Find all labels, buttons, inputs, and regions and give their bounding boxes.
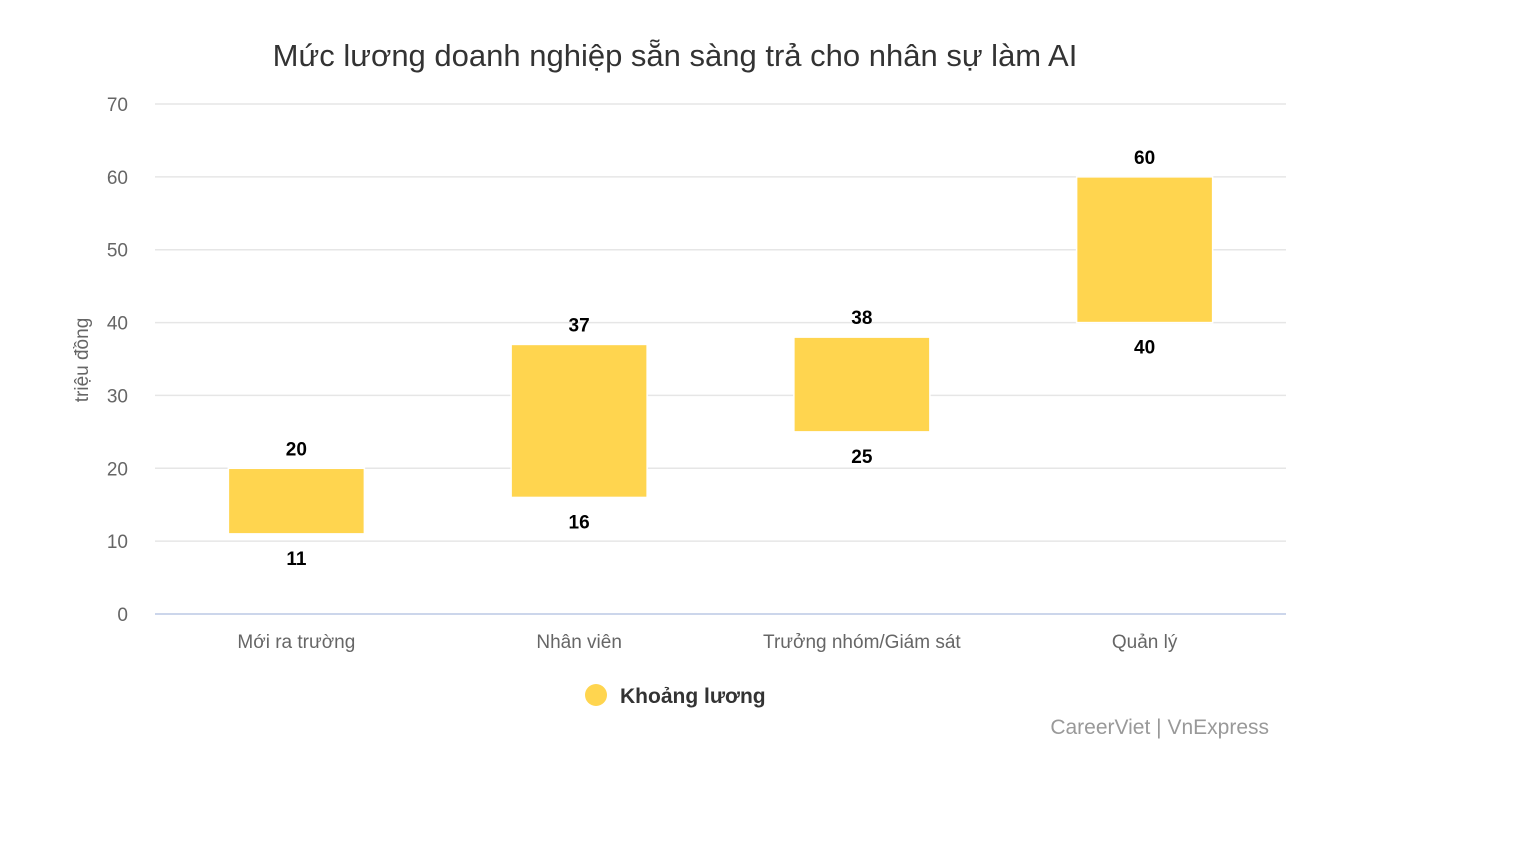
range-bar[interactable] — [227, 467, 366, 535]
range-bar[interactable] — [510, 343, 648, 499]
data-label-low: 11 — [286, 549, 307, 570]
legend-marker-icon — [585, 684, 607, 706]
chart-title: Mức lương doanh nghiệp sẵn sàng trả cho … — [273, 38, 1078, 73]
range-bar[interactable] — [1075, 176, 1214, 324]
y-tick-label: 70 — [107, 95, 128, 116]
x-axis-category-labels: Mới ra trường Nhân viên Trưởng nhóm/Giám s… — [237, 632, 1177, 653]
y-tick-label: 20 — [107, 459, 128, 480]
y-tick-label: 0 — [117, 605, 128, 626]
range-bars — [227, 176, 1214, 535]
data-label-high: 60 — [1134, 148, 1155, 169]
y-tick-label: 40 — [107, 314, 128, 335]
data-label-high: 38 — [851, 308, 872, 329]
data-label-low: 16 — [569, 512, 590, 533]
y-tick-label: 30 — [107, 386, 128, 407]
y-tick-label: 50 — [107, 241, 128, 262]
y-axis-tick-labels: 0 10 20 30 40 50 60 70 — [107, 95, 128, 626]
data-label-high: 37 — [569, 315, 590, 336]
y-tick-label: 10 — [107, 532, 128, 553]
data-label-low: 25 — [851, 447, 873, 468]
data-label-high: 20 — [286, 439, 307, 460]
y-tick-label: 60 — [107, 168, 128, 189]
data-label-low: 40 — [1134, 338, 1155, 359]
range-bar[interactable] — [793, 336, 931, 433]
y-axis-title: triệu đồng — [72, 318, 93, 403]
legend-label: Khoảng lương — [620, 685, 766, 708]
x-category-label: Mới ra trường — [237, 632, 355, 653]
x-category-label: Nhân viên — [536, 632, 622, 653]
chart-credit: CareerViet | VnExpress — [1050, 716, 1269, 739]
data-labels: 20 11 37 16 38 25 60 40 — [286, 148, 1155, 570]
x-category-label: Trưởng nhóm/Giám sát — [763, 632, 961, 653]
legend[interactable]: Khoảng lương — [585, 684, 766, 708]
x-category-label: Quản lý — [1112, 632, 1178, 653]
